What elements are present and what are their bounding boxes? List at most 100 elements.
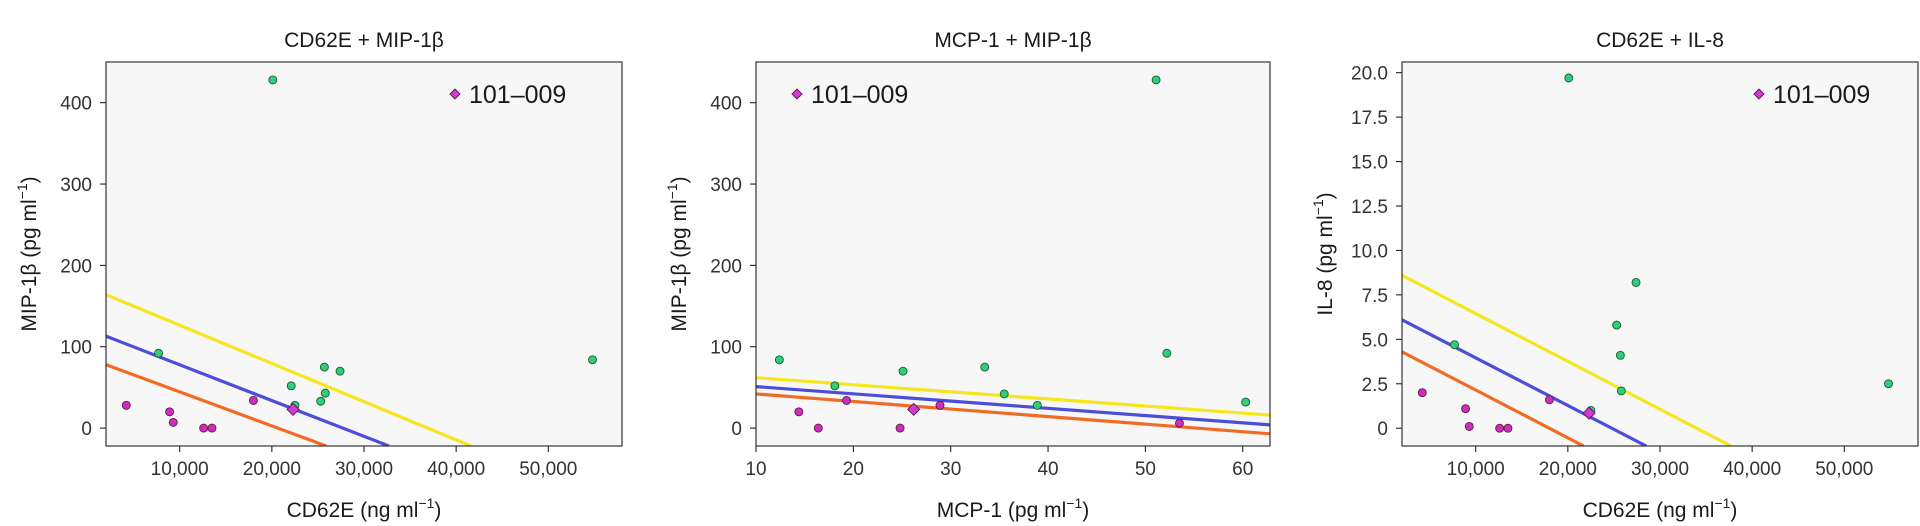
point-magenta — [1461, 404, 1471, 414]
point-green — [980, 362, 990, 372]
chart-panel-3: 10,000 20,000 30,000 40,000 50,000 0 2.5 5.0 7.5… — [1310, 29, 1919, 522]
legend-marker — [449, 88, 461, 100]
line-orange — [106, 363, 327, 446]
y-tick-label: 17.5 — [1351, 108, 1388, 129]
point-magenta — [248, 395, 258, 405]
point-green — [154, 348, 163, 358]
y-tick-label: 400 — [710, 94, 742, 115]
x-tick-label: 30,000 — [335, 459, 393, 480]
point-magenta — [1544, 395, 1554, 405]
y-tick-label: 10.0 — [1351, 241, 1388, 262]
point-magenta — [813, 423, 823, 433]
point-magenta — [895, 423, 905, 433]
x-tick-label: 10,000 — [151, 459, 209, 480]
x-tick-label: 40 — [1037, 459, 1058, 480]
plot-frame — [755, 61, 1271, 447]
point-green — [830, 381, 840, 391]
point-magenta — [199, 423, 209, 433]
point-green — [1631, 277, 1641, 287]
point-magenta — [1417, 388, 1427, 398]
point-green — [1612, 320, 1622, 330]
y-axis-label: IL-8 (pg ml−1) — [1310, 192, 1337, 315]
y-tick-label: 300 — [60, 175, 92, 196]
y-axis-label: MIP-1β (pg ml−1) — [14, 176, 41, 331]
point-green — [268, 75, 278, 85]
line-yellow — [1402, 273, 1732, 446]
point-magenta — [794, 407, 804, 417]
x-tick-label: 60 — [1232, 459, 1253, 480]
x-tick-label: 40,000 — [1723, 459, 1781, 480]
point-magenta — [207, 423, 217, 433]
chart-title: MCP-1 + MIP-1β — [934, 29, 1091, 52]
x-tick-label: 30 — [940, 459, 961, 480]
point-green — [286, 381, 296, 391]
point-green — [999, 389, 1009, 399]
legend-marker — [791, 88, 803, 100]
y-tick-label: 5.0 — [1362, 330, 1388, 351]
point-green — [774, 355, 784, 365]
x-tick-label: 10,000 — [1447, 459, 1505, 480]
chart-title: CD62E + MIP-1β — [284, 29, 444, 52]
legend-label: 101–009 — [811, 81, 908, 109]
point-green — [1884, 379, 1893, 389]
point-green — [1151, 75, 1161, 85]
y-tick-label: 15.0 — [1351, 153, 1388, 174]
line-blue — [106, 334, 390, 446]
y-tick-label: 400 — [60, 94, 92, 115]
point-green — [316, 396, 326, 406]
legend-label: 101–009 — [1773, 81, 1870, 109]
line-orange — [756, 392, 1270, 436]
point-green — [588, 355, 597, 365]
y-axis-label: MIP-1β (pg ml−1) — [664, 176, 691, 331]
plot-background — [1402, 62, 1918, 446]
point-green — [1615, 350, 1625, 360]
plot-background — [756, 62, 1270, 446]
chart-panel-1: 10,000 20,000 30,000 40,000 50,000 0 100 200 300… — [14, 29, 623, 522]
y-tick-label: 20.0 — [1351, 64, 1388, 85]
point-green — [1564, 73, 1574, 83]
x-tick-label: 10 — [745, 459, 766, 480]
line-yellow — [756, 376, 1270, 417]
x-axis-label: CD62E (ng ml−1) — [287, 495, 442, 522]
chart-panel-2: 10 20 30 40 50 60 0 100 200 300 400 MCP-1 + MIP-1β M… — [664, 29, 1271, 522]
point-magenta — [168, 417, 178, 427]
point-highlight — [907, 402, 921, 417]
legend-label: 101–009 — [469, 81, 566, 109]
point-green — [1032, 400, 1042, 410]
point-green — [335, 366, 345, 376]
plot-background — [106, 62, 622, 446]
point-green — [1450, 340, 1459, 350]
y-tick-label: 100 — [60, 338, 92, 359]
point-green — [319, 362, 329, 372]
x-tick-label: 50,000 — [519, 459, 577, 480]
point-magenta — [935, 400, 945, 410]
y-tick-label: 12.5 — [1351, 197, 1388, 218]
point-green — [1162, 348, 1172, 358]
point-magenta — [1495, 423, 1505, 433]
line-yellow — [106, 293, 472, 446]
chart-title: CD62E + IL-8 — [1596, 29, 1724, 52]
point-highlight — [1582, 406, 1596, 420]
point-magenta — [1464, 421, 1474, 431]
x-axis-label: CD62E (ng ml−1) — [1583, 495, 1738, 522]
x-tick-label: 50 — [1135, 459, 1156, 480]
point-magenta — [842, 395, 851, 405]
point-highlight — [286, 402, 300, 417]
line-orange — [1402, 350, 1585, 446]
point-green — [1241, 397, 1251, 407]
y-tick-label: 200 — [60, 256, 92, 277]
y-tick-label: 0 — [81, 419, 92, 440]
point-magenta — [1175, 418, 1184, 428]
y-tick-label: 7.5 — [1362, 286, 1388, 307]
point-magenta — [1503, 423, 1513, 433]
x-tick-label: 20,000 — [1539, 459, 1597, 480]
point-green — [898, 366, 908, 376]
legend-marker — [1753, 88, 1765, 100]
x-tick-label: 20 — [843, 459, 864, 480]
y-tick-label: 100 — [710, 338, 742, 359]
point-green — [320, 388, 330, 398]
x-tick-label: 20,000 — [243, 459, 301, 480]
point-green — [1616, 386, 1626, 396]
